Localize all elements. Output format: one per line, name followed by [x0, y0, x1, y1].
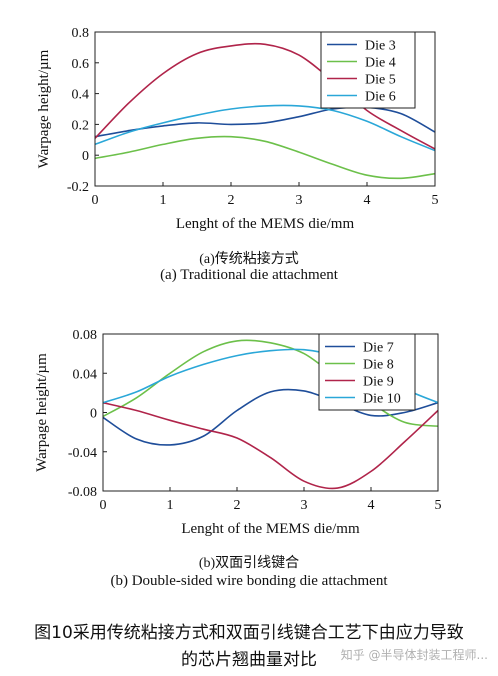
chart-b-legend-label: Die 10: [363, 392, 401, 407]
chart-a-y-tick-label: 0.6: [72, 57, 90, 72]
chart-a-x-tick-label: 5: [432, 193, 439, 208]
chart-b-y-axis-label: Warpage height/µm: [34, 353, 50, 472]
chart-a-x-tick-label: 0: [92, 193, 99, 208]
chart-b-legend-label: Die 8: [363, 358, 394, 373]
chart-a-y-tick-label: 0: [82, 149, 89, 164]
chart-b-caption-cn: (b)双面引线键合: [198, 556, 300, 571]
figure-caption-line1: 图10采用传统粘接方式和双面引线键合工艺下由应力导致: [34, 623, 464, 643]
chart-b-y-tick-label: 0.08: [73, 328, 98, 343]
chart-a-x-tick-label: 2: [228, 193, 235, 208]
chart-a-legend-label: Die 5: [365, 73, 396, 88]
chart-b-caption-en: (b) Double-sided wire bonding die attach…: [110, 573, 388, 589]
chart-a-series-line-4: [94, 104, 436, 152]
chart-a-y-tick-label: 0.2: [72, 118, 90, 133]
figure-caption-line2: 的芯片翘曲量对比: [181, 650, 317, 670]
chart-b-y-tick-label: -0.08: [68, 485, 97, 500]
chart-b-legend-label: Die 9: [363, 375, 394, 390]
chart-a-x-tick-label: 3: [296, 193, 303, 208]
figure-caption: 图10采用传统粘接方式和双面引线键合工艺下由应力导致 的芯片翘曲量对比: [0, 620, 498, 674]
chart-b-series-line-3: [102, 401, 439, 490]
chart-a-x-tick-label: 4: [364, 193, 371, 208]
chart-a-x-axis-label: Lenght of the MEMS die/mm: [176, 216, 355, 232]
chart-a-y-tick-label: 0.8: [72, 26, 90, 41]
chart-a-x-tick-label: 1: [160, 193, 167, 208]
chart-b: 0 1 2 3 4 5 -0.08 -0.04 0 0.04 0.08 Lenght of the M…: [34, 328, 442, 537]
chart-a-y-tick-label: 0.4: [72, 88, 90, 103]
chart-a-caption-en: (a) Traditional die attachment: [160, 267, 338, 283]
chart-b-x-tick-label: 4: [368, 498, 375, 513]
chart-a-y-tick-label: -0.2: [67, 180, 89, 195]
chart-b-x-tick-label: 5: [435, 498, 442, 513]
chart-a-series-line-3: [94, 42, 436, 150]
chart-b-x-tick-label: 0: [100, 498, 107, 513]
chart-b-series-line-1: [102, 388, 439, 446]
chart-b-x-tick-label: 3: [301, 498, 308, 513]
chart-b-y-tick-label: 0.04: [73, 367, 98, 382]
chart-a-legend-label: Die 3: [365, 39, 396, 54]
chart-a-legend-label: Die 6: [365, 90, 396, 105]
chart-b-legend-label: Die 7: [363, 341, 394, 356]
chart-a-legend-label: Die 4: [365, 56, 396, 71]
chart-a-y-axis-label: Warpage height/µm: [36, 49, 52, 168]
chart-a-plot-frame: [94, 31, 436, 187]
chart-b-x-tick-label: 2: [234, 498, 241, 513]
chart-b-y-tick-label: 0: [90, 407, 97, 422]
chart-b-x-tick-label: 1: [167, 498, 174, 513]
chart-b-y-tick-label: -0.04: [68, 446, 97, 461]
chart-a-series-line-2: [94, 135, 436, 180]
chart-a-caption-cn: (a)传统粘接方式: [199, 252, 299, 267]
watermark: 知乎 @半导体封装工程师...: [340, 648, 488, 662]
chart-b-x-axis-label: Lenght of the MEMS die/mm: [181, 521, 360, 537]
